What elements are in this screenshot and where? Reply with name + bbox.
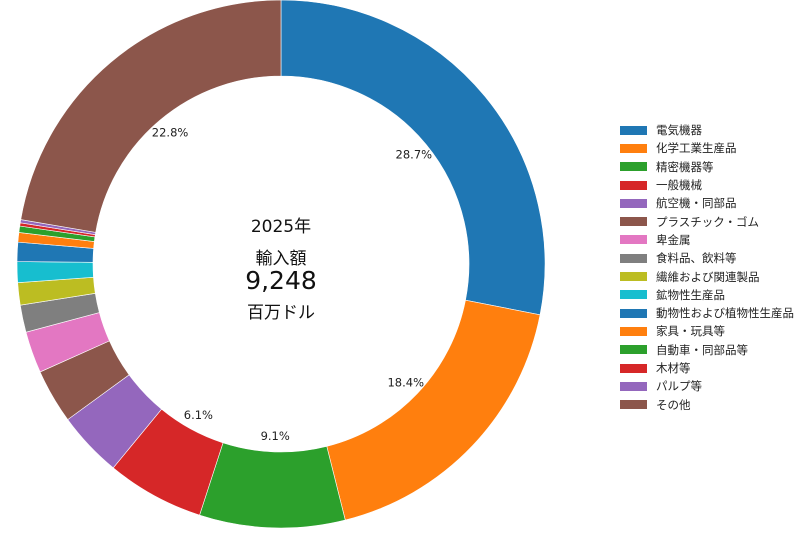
legend-label: 卑金属: [656, 232, 691, 247]
legend-label: 航空機・同部品: [656, 196, 737, 211]
legend-item: パルプ等: [620, 377, 808, 395]
legend-label: 一般機械: [656, 178, 702, 193]
legend-label: 家具・玩具等: [656, 324, 725, 339]
center-unit-label: 百万ドル: [247, 303, 315, 323]
legend-swatch: [620, 217, 647, 227]
slice-percent-label: 18.4%: [387, 375, 424, 389]
legend-label: 精密機器等: [656, 159, 714, 174]
center-year-label: 2025年: [250, 217, 312, 237]
legend-item: 動物性および植物性生産品: [620, 304, 808, 322]
legend-swatch: [620, 400, 647, 410]
slice-percent-label: 6.1%: [184, 408, 213, 422]
legend-swatch: [620, 235, 647, 245]
donut-slice: [199, 442, 346, 529]
slice-percent-label: 28.7%: [396, 148, 433, 162]
legend-item: 卑金属: [620, 231, 808, 249]
legend-label: 食料品、飲料等: [656, 251, 737, 266]
legend-swatch: [620, 143, 647, 153]
legend-item: 木材等: [620, 359, 808, 377]
donut-slice: [326, 299, 541, 521]
legend-item: 精密機器等: [620, 158, 808, 176]
legend-item: 電気機器: [620, 121, 808, 139]
center-caption: 輸入額: [255, 249, 307, 269]
legend-item: 一般機械: [620, 176, 808, 194]
legend-label: 電気機器: [656, 123, 702, 138]
legend-label: 繊維および関連製品: [656, 269, 760, 284]
legend-swatch: [620, 381, 647, 391]
slice-percent-label: 9.1%: [261, 429, 290, 443]
legend-swatch: [620, 326, 647, 336]
legend-label: その他: [656, 397, 691, 412]
legend-swatch: [620, 162, 647, 172]
legend-swatch: [620, 125, 647, 135]
legend-label: パルプ等: [656, 379, 702, 394]
legend-swatch: [620, 180, 647, 190]
legend-swatch: [620, 345, 647, 355]
legend-item: 繊維および関連製品: [620, 267, 808, 285]
legend-swatch: [620, 198, 647, 208]
legend: 電気機器化学工業生産品 精密機器等一般機械航空機・同部品プラスチック・ゴム 卑金属食…: [620, 121, 808, 414]
legend-swatch: [620, 272, 647, 282]
legend-item: 化学工業生産品: [620, 139, 808, 157]
slice-percent-label: 22.8%: [152, 126, 189, 140]
center-total-value: 9,248: [245, 266, 317, 295]
legend-swatch: [620, 253, 647, 263]
legend-item: 鉱物性生産品: [620, 286, 808, 304]
legend-label: 動物性および植物性生産品: [656, 306, 794, 321]
donut-slice: [20, 0, 282, 233]
legend-item: その他: [620, 395, 808, 413]
legend-item: 航空機・同部品: [620, 194, 808, 212]
legend-item: 自動車・同部品等: [620, 341, 808, 359]
legend-item: 家具・玩具等: [620, 322, 808, 340]
legend-label: 鉱物性生産品: [656, 287, 725, 302]
donut-slice: [280, 0, 546, 316]
legend-swatch: [620, 308, 647, 318]
legend-swatch: [620, 363, 647, 373]
legend-label: 化学工業生産品: [656, 141, 737, 156]
legend-item: プラスチック・ゴム: [620, 212, 808, 230]
legend-label: 木材等: [656, 361, 691, 375]
legend-item: 食料品、飲料等: [620, 249, 808, 267]
legend-swatch: [620, 290, 647, 300]
legend-label: 自動車・同部品等: [656, 342, 748, 357]
legend-label: プラスチック・ゴム: [656, 214, 760, 229]
